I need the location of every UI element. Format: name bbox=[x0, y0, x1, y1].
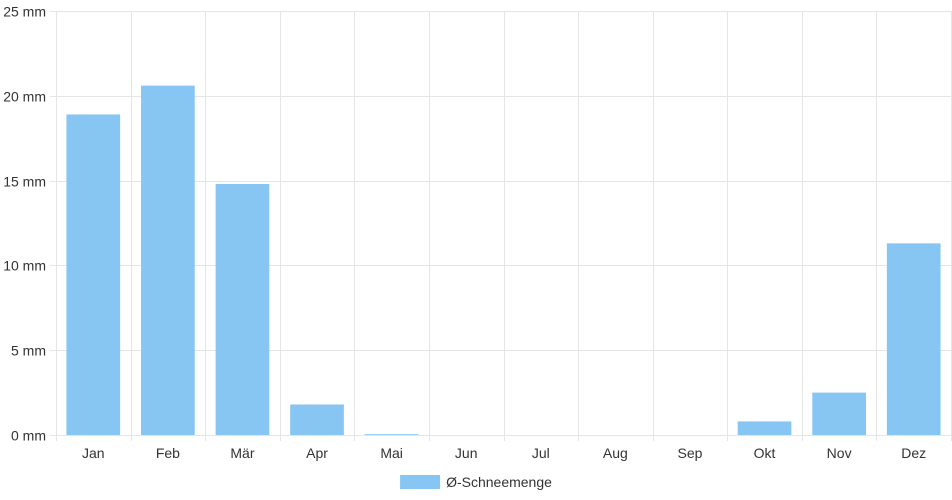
x-tick-label: Mai bbox=[380, 445, 403, 461]
y-tick-label: 0 mm bbox=[11, 428, 46, 444]
bar-apr[interactable] bbox=[290, 404, 344, 435]
bar-feb[interactable] bbox=[141, 85, 195, 436]
grid-lines bbox=[50, 11, 952, 441]
bars bbox=[66, 85, 941, 436]
x-tick-label: Jul bbox=[532, 445, 550, 461]
legend-label: Ø-Schneemenge bbox=[446, 474, 552, 490]
legend[interactable]: Ø-Schneemenge bbox=[400, 474, 552, 490]
x-tick-label: Jan bbox=[82, 445, 105, 461]
bar-mai[interactable] bbox=[364, 434, 419, 435]
bar-nov[interactable] bbox=[812, 392, 866, 435]
x-tick-label: Sep bbox=[677, 445, 702, 461]
x-tick-label: Nov bbox=[827, 445, 852, 461]
bar-okt[interactable] bbox=[737, 421, 792, 435]
y-axis-tick-labels: 0 mm 5 mm 10 mm 15 mm 20 mm 25 mm bbox=[3, 4, 46, 444]
y-tick-label: 5 mm bbox=[11, 343, 46, 359]
x-tick-label: Okt bbox=[754, 445, 776, 461]
x-axis-tick-labels: Jan Feb Mär Apr Mai Jun Jul Aug Sep Okt Nov Dez bbox=[82, 445, 926, 461]
y-tick-label: 25 mm bbox=[3, 4, 46, 20]
x-tick-label: Mär bbox=[230, 445, 254, 461]
y-tick-label: 10 mm bbox=[3, 258, 46, 274]
x-tick-label: Dez bbox=[901, 445, 926, 461]
bar-jan[interactable] bbox=[66, 114, 121, 436]
legend-swatch[interactable] bbox=[400, 475, 441, 489]
x-tick-label: Feb bbox=[156, 445, 180, 461]
y-tick-label: 15 mm bbox=[3, 174, 46, 190]
x-tick-label: Aug bbox=[603, 445, 628, 461]
x-tick-label: Jun bbox=[455, 445, 478, 461]
x-tick-label: Apr bbox=[306, 445, 328, 461]
bar-dez[interactable] bbox=[886, 243, 941, 435]
bar-mär[interactable] bbox=[215, 183, 270, 435]
y-tick-label: 20 mm bbox=[3, 89, 46, 105]
